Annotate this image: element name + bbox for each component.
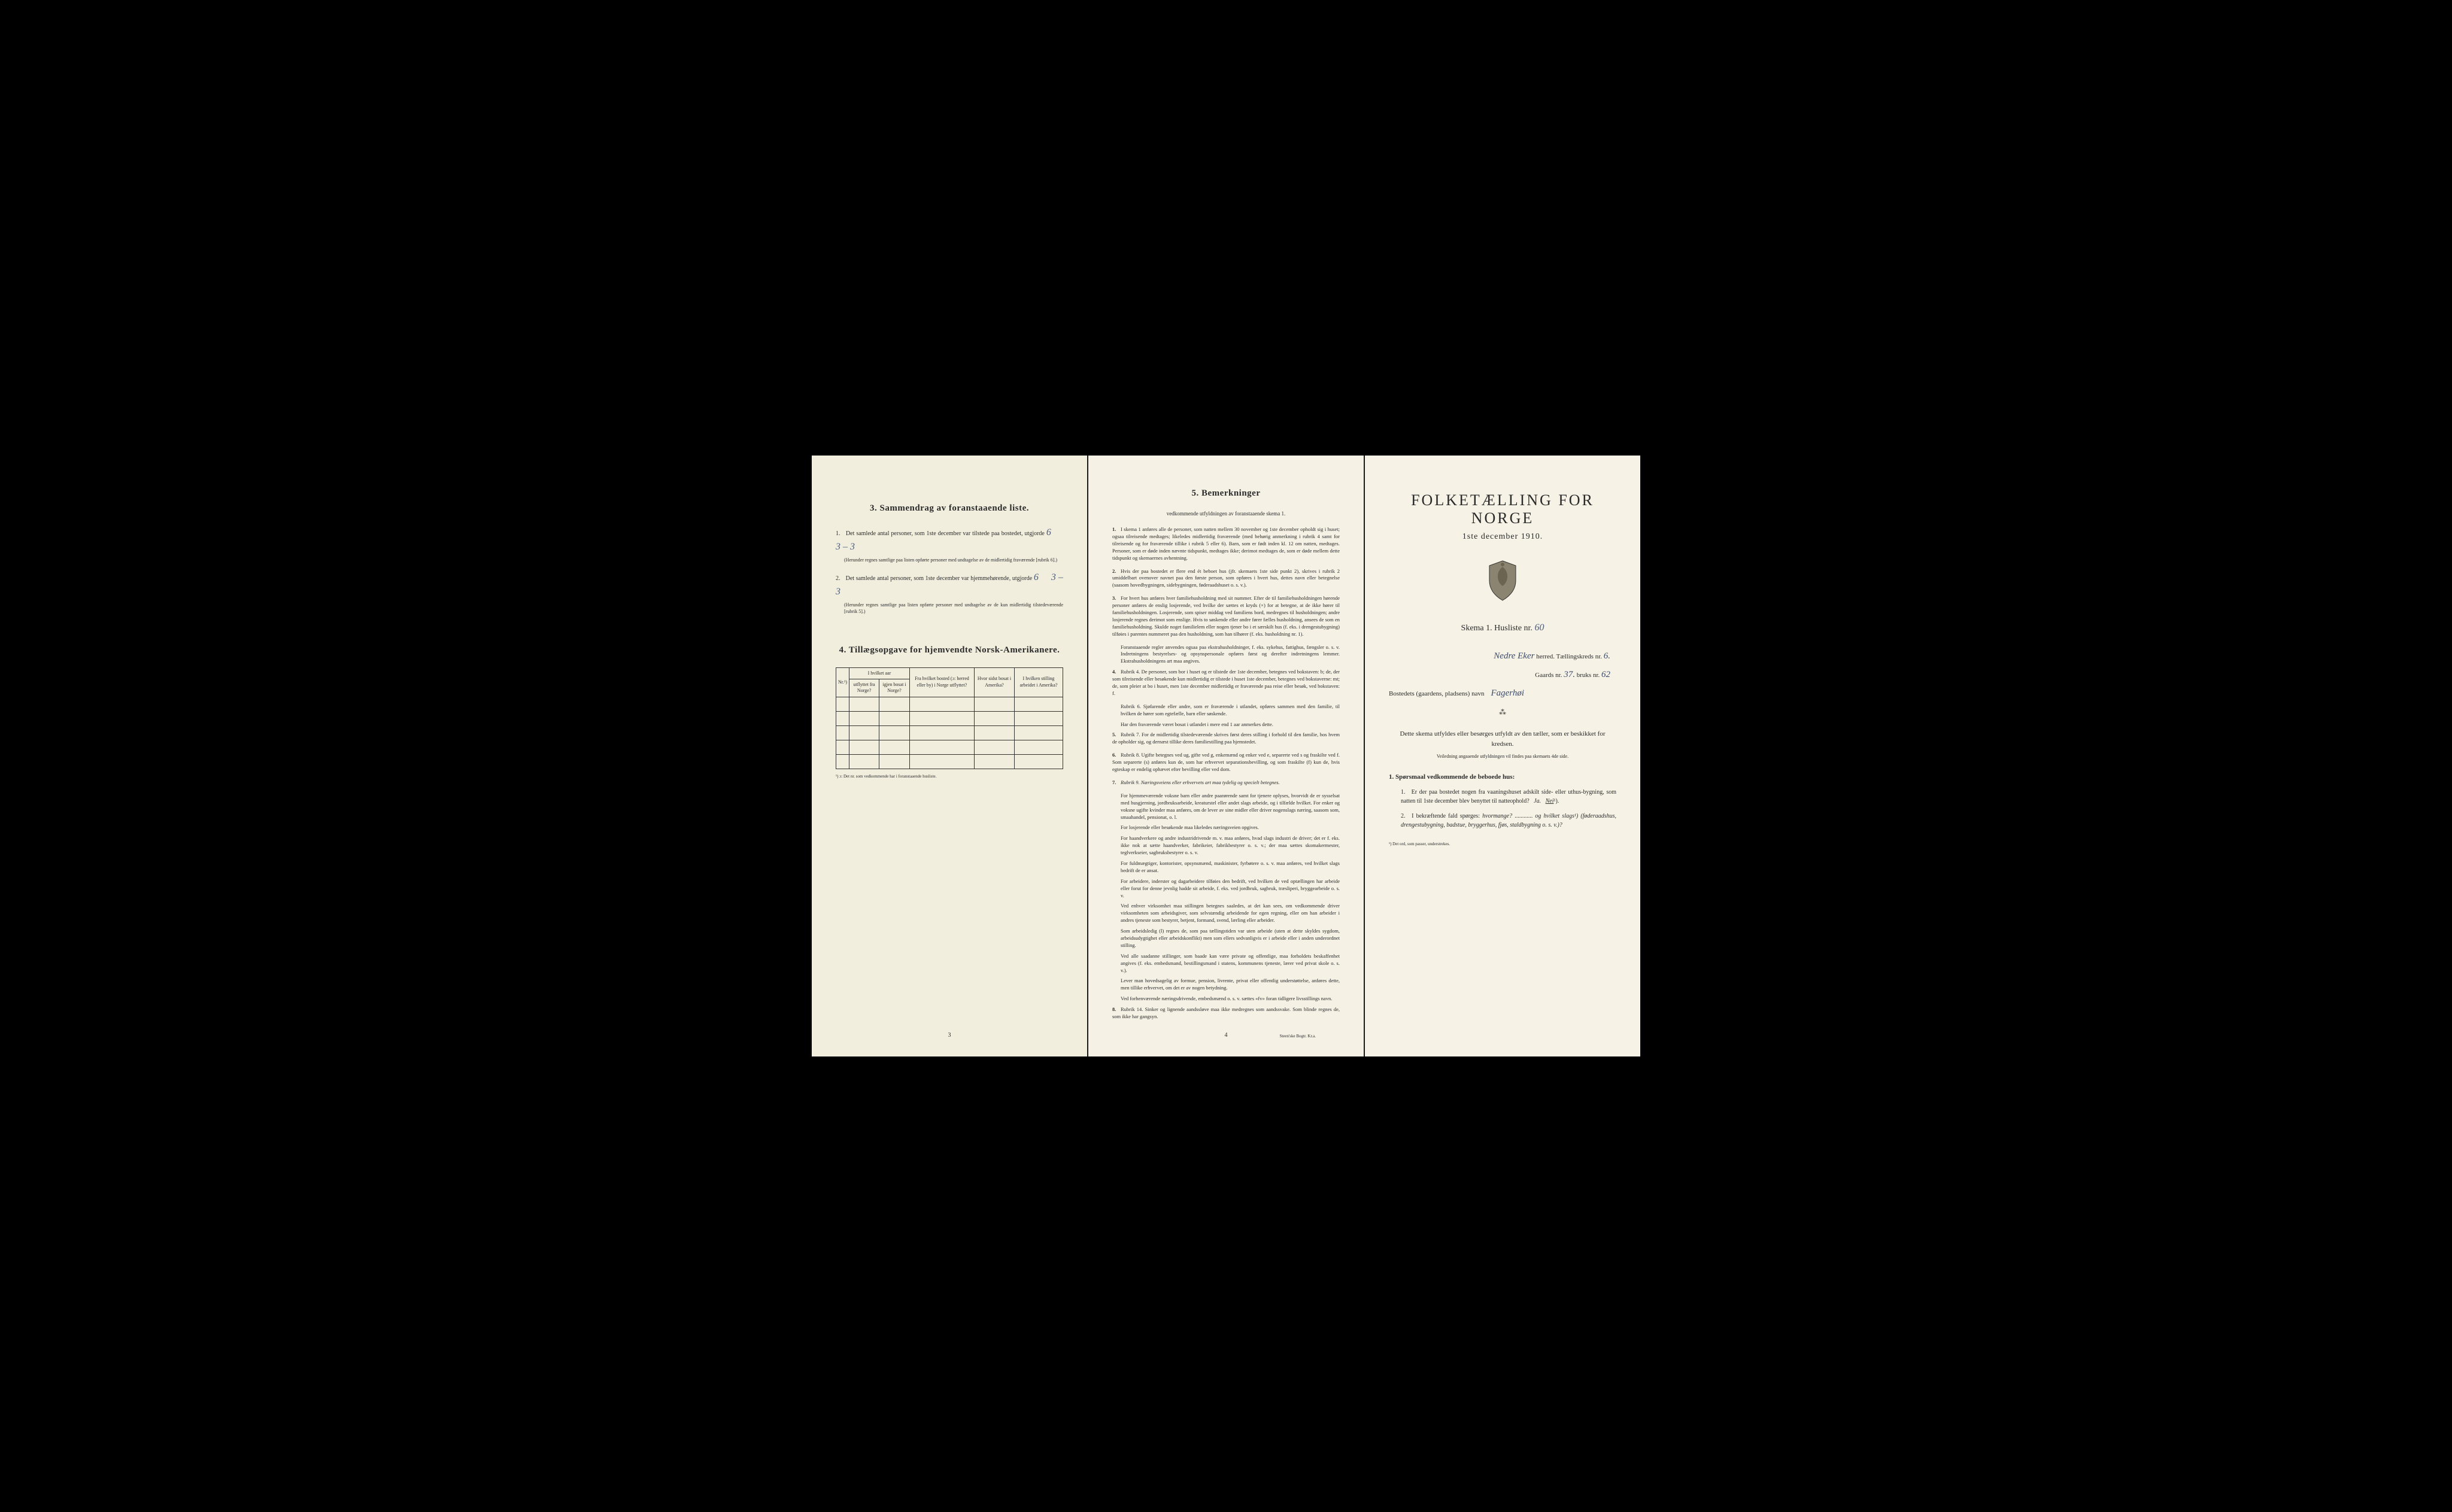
col-nr: Nr.¹) — [836, 667, 849, 697]
page-number: 4 — [1225, 1032, 1228, 1039]
col-returned: igjen bosat i Norge? — [879, 679, 910, 697]
kreds-nr: 6. — [1604, 651, 1610, 661]
remark-3: 3.For hvert hus anføres hver familiehush… — [1112, 595, 1340, 637]
col-year-group: I hvilket aar — [849, 667, 910, 679]
answer-nei: Nei — [1546, 798, 1554, 804]
summary-item-2: 2. Det samlede antal personer, som 1ste … — [836, 570, 1063, 615]
count-resident: 6 — [1034, 572, 1039, 582]
remark-2: 2.Hvis der paa bostedet er flere end ét … — [1112, 568, 1340, 590]
page-3-left: 3. Sammendrag av foranstaaende liste. 1.… — [812, 456, 1087, 1056]
remark-5: 5.Rubrik 7. For de midlertidig tilstedev… — [1112, 731, 1340, 746]
herred-name: Nedre Eker — [1494, 651, 1534, 661]
question-1: 1. Er der paa bostedet nogen fra vaaning… — [1401, 788, 1616, 806]
coat-of-arms-icon — [1389, 560, 1616, 605]
count-present: 6 — [1046, 527, 1051, 538]
table-row — [836, 725, 1063, 740]
sub-f: Ved enhver virksomhet maa stillingen bet… — [1121, 903, 1340, 924]
bruks-nr: 62 — [1601, 670, 1610, 679]
census-date: 1ste december 1910. — [1389, 532, 1616, 542]
table-footnote: ¹) ɔ: Det nr. som vedkommende har i fora… — [836, 774, 1063, 779]
sub-e: For arbeidere, inderster og dagarbeidere… — [1121, 878, 1340, 900]
sub-h: Ved alle saadanne stillinger, som baade … — [1121, 953, 1340, 974]
table-row — [836, 754, 1063, 769]
answer-ja: Ja. — [1534, 798, 1541, 804]
question-2: 2. I bekræftende fald spørges: hvormange… — [1401, 812, 1616, 830]
section-4-title: 4. Tillægsopgave for hjemvendte Norsk-Am… — [836, 645, 1063, 655]
remark-3b: Foranstaaende regler anvendes ogsaa paa … — [1121, 644, 1340, 666]
filling-instruction-sub: Veiledning angaaende utfyldningen vil fi… — [1389, 754, 1616, 759]
herred-line: Nedre Eker herred. Tællingskreds nr. 6. — [1389, 651, 1616, 661]
table-row — [836, 711, 1063, 725]
remark-7: 7.Rubrik 9. Næringsveiens eller erhverve… — [1112, 779, 1340, 787]
remark-4: 4.Rubrik 4. De personer, som bor i huset… — [1112, 669, 1340, 697]
divider-ornament: ⁂ — [1389, 708, 1616, 717]
census-document: 3. Sammendrag av foranstaaende liste. 1.… — [812, 456, 1640, 1056]
skema-line: Skema 1. Husliste nr. 60 — [1389, 623, 1616, 633]
remark-1: 1.I skema 1 anføres alle de personer, so… — [1112, 526, 1340, 561]
question-header: 1. Spørsmaal vedkommende de beboede hus: — [1389, 773, 1616, 781]
sub-d: For fuldmægtiger, kontorister, opsynsmæn… — [1121, 860, 1340, 875]
remark-4c: Har den fraværende været bosat i utlande… — [1121, 721, 1340, 728]
col-emigrated: utflyttet fra Norge? — [849, 679, 879, 697]
bosted-line: Bostedets (gaardens, pladsens) navn Fage… — [1389, 688, 1616, 699]
section-5-subtitle: vedkommende utfyldningen av foranstaaend… — [1112, 511, 1340, 517]
printer-mark: Steen'ske Bogtr. Kr.a. — [1279, 1034, 1316, 1039]
page-number: 3 — [948, 1032, 951, 1039]
bosted-name: Fagerhøi — [1491, 688, 1524, 698]
count-present-split: 3 – 3 — [836, 542, 855, 552]
husliste-nr: 60 — [1534, 623, 1544, 633]
table-row — [836, 740, 1063, 754]
remark-8: 8.Rubrik 14. Sinker og lignende aandsslø… — [1112, 1006, 1340, 1021]
sub-g: Som arbeidsledig (l) regnes de, som paa … — [1121, 928, 1340, 949]
sub-i: Lever man hovedsagelig av formue, pensio… — [1121, 977, 1340, 992]
sub-c: For haandverkere og andre industridriven… — [1121, 835, 1340, 857]
section-5-title: 5. Bemerkninger — [1112, 488, 1340, 499]
sub-a: For hjemmeværende voksne barn eller andr… — [1121, 793, 1340, 821]
col-from: Fra hvilket bosted (ɔ: herred eller by) … — [909, 667, 974, 697]
sub-j: Ved forhenværende næringsdrivende, embed… — [1121, 995, 1340, 1003]
gaards-nr: 37. — [1564, 670, 1575, 679]
page-4-center: 5. Bemerkninger vedkommende utfyldningen… — [1088, 456, 1364, 1056]
sub-b: For losjerende eller besøkende maa likel… — [1121, 824, 1340, 831]
summary-item-1: 1. Det samlede antal personer, som 1ste … — [836, 526, 1063, 563]
gaards-line: Gaards nr. 37. bruks nr. 62 — [1389, 670, 1616, 680]
table-row — [836, 697, 1063, 711]
footnote-underline: ¹) Det ord, som passer, understrekes. — [1389, 842, 1616, 846]
filling-instruction: Dette skema utfyldes eller besørges utfy… — [1389, 729, 1616, 749]
americans-table: Nr.¹) I hvilket aar Fra hvilket bosted (… — [836, 667, 1063, 769]
section-3-title: 3. Sammendrag av foranstaaende liste. — [836, 503, 1063, 514]
col-where: Hvor sidst bosat i Amerika? — [975, 667, 1015, 697]
document-title: FOLKETÆLLING FOR NORGE — [1389, 491, 1616, 527]
page-1-right-title: FOLKETÆLLING FOR NORGE 1ste december 191… — [1365, 456, 1640, 1056]
remark-4b: Rubrik 6. Sjøfarende eller andre, som er… — [1121, 703, 1340, 718]
remark-6: 6.Rubrik 8. Ugifte betegnes ved ug, gift… — [1112, 752, 1340, 773]
col-position: I hvilken stilling arbeidet i Amerika? — [1015, 667, 1063, 697]
